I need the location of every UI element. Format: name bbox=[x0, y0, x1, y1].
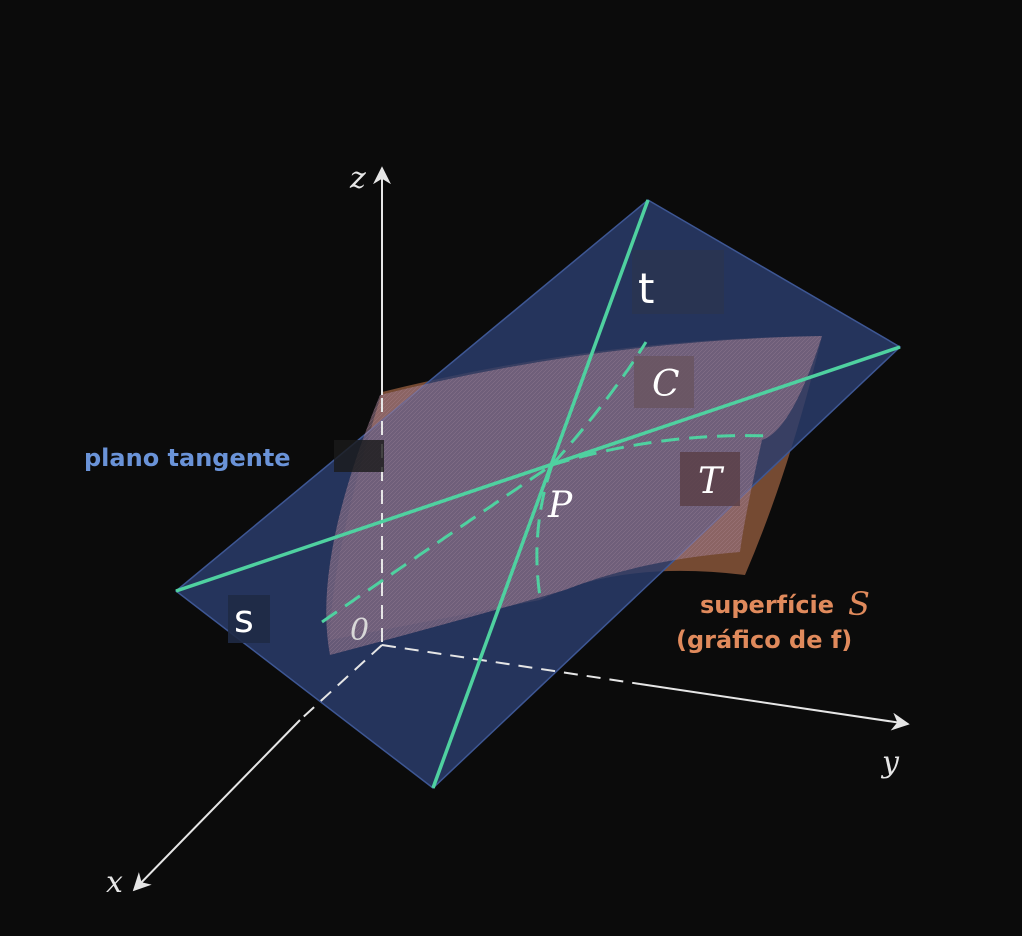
curve-c bbox=[321, 341, 648, 624]
line-s bbox=[175, 345, 901, 593]
curve-label-c: C bbox=[652, 364, 680, 405]
y-axis bbox=[639, 683, 910, 731]
label-box-c bbox=[634, 356, 694, 408]
surface-label-line2: (gráfico de f) bbox=[676, 626, 852, 654]
surface-label-line1: superfície bbox=[700, 591, 834, 619]
curve-label-t: T bbox=[698, 461, 725, 502]
label-box-plane bbox=[334, 440, 384, 472]
axis-label-z: z bbox=[349, 161, 366, 196]
surface-label-symbol: S bbox=[848, 585, 870, 623]
x-axis-dashed bbox=[299, 644, 383, 721]
y-axis-dashed bbox=[381, 644, 641, 685]
x-axis bbox=[132, 719, 301, 892]
line-t bbox=[431, 199, 650, 789]
plane-label: plano tangente bbox=[84, 444, 291, 472]
label-box-t bbox=[632, 250, 724, 314]
label-box-s bbox=[228, 595, 270, 643]
axis-label-x: x bbox=[106, 865, 123, 900]
axis-label-y: y bbox=[880, 745, 900, 780]
line-label-s: s bbox=[234, 597, 254, 641]
origin-label: 0 bbox=[350, 613, 369, 648]
label-box-curve-t bbox=[680, 452, 740, 506]
line-label-t: t bbox=[638, 264, 654, 313]
point-label-p: P bbox=[547, 485, 573, 526]
